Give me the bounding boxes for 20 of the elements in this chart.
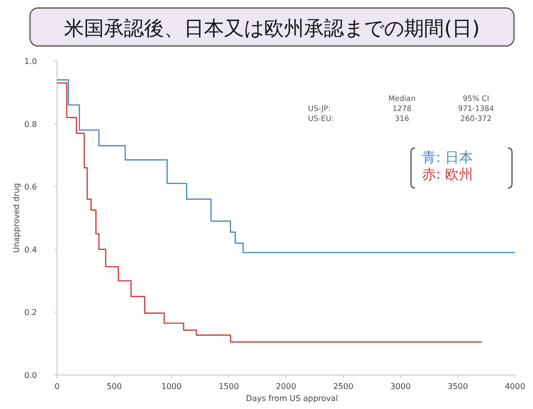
x-tick-label: 1500 bbox=[218, 382, 239, 391]
x-tick-label: 2000 bbox=[276, 382, 296, 391]
y-tick-label: 0.6 bbox=[24, 182, 37, 192]
y-tick-label: 0.2 bbox=[24, 308, 37, 318]
y-tick-label: 0.0 bbox=[24, 371, 37, 380]
x-tick-label: 500 bbox=[106, 382, 122, 391]
x-tick-label: 1000 bbox=[161, 382, 182, 391]
x-axis-title: Days from US approval bbox=[246, 394, 338, 403]
y-tick-label: 1.0 bbox=[24, 57, 37, 66]
y-axis-title: Unapproved drug bbox=[12, 183, 21, 253]
x-tick-label: 3500 bbox=[448, 382, 468, 391]
y-tick-label: 0.4 bbox=[24, 245, 37, 254]
text: 青: 日本 bbox=[422, 150, 474, 166]
chart-title: 米国承認後、日本又は欧州承認までの期間(日) bbox=[64, 16, 480, 40]
x-tick-label: 3000 bbox=[390, 382, 411, 391]
x-tick-label: 4000 bbox=[504, 382, 526, 391]
x-tick-label: 2500 bbox=[333, 382, 354, 391]
text: 赤: 欧州 bbox=[422, 167, 474, 183]
y-tick-label: 0.8 bbox=[24, 120, 37, 129]
x-tick-label: 0 bbox=[54, 382, 60, 391]
